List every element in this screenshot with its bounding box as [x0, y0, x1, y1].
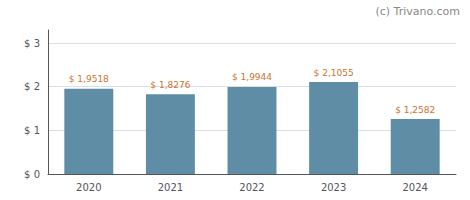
svg-text:$ 2,1055: $ 2,1055 [314, 68, 354, 78]
svg-text:$ 3: $ 3 [24, 38, 40, 49]
svg-text:$ 1,9944: $ 1,9944 [232, 72, 272, 82]
svg-text:$ 1,9518: $ 1,9518 [69, 74, 109, 84]
svg-text:(c) Trivano.com: (c) Trivano.com [375, 5, 460, 18]
svg-text:2021: 2021 [158, 182, 183, 193]
svg-text:2020: 2020 [76, 182, 101, 193]
svg-text:$ 1,2582: $ 1,2582 [395, 105, 435, 115]
svg-text:$ 2: $ 2 [24, 81, 40, 92]
svg-text:2023: 2023 [321, 182, 346, 193]
svg-text:$ 1,8276: $ 1,8276 [150, 80, 190, 90]
svg-text:$ 1: $ 1 [24, 125, 40, 136]
svg-text:2024: 2024 [402, 182, 427, 193]
svg-text:2022: 2022 [239, 182, 264, 193]
svg-text:$ 0: $ 0 [24, 169, 40, 180]
